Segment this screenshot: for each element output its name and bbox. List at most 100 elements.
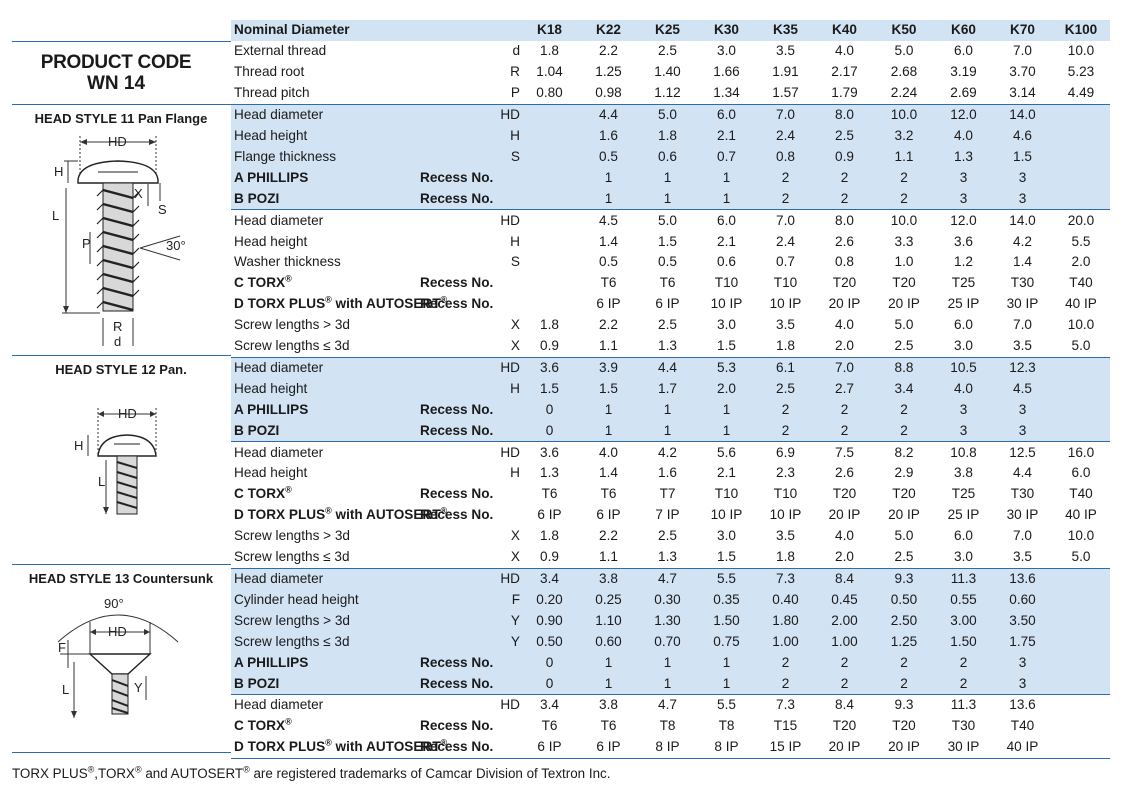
cell-k60: 6.0 bbox=[954, 43, 973, 59]
registered-mark: ® bbox=[243, 764, 250, 775]
cell-k18: 3.6 bbox=[520, 441, 579, 464]
cell-k40: 2.0 bbox=[835, 338, 854, 354]
angle-30-label: 30° bbox=[166, 238, 186, 253]
cell-k40: 8.0 bbox=[815, 209, 874, 232]
cell-k50: 3.2 bbox=[874, 125, 934, 147]
cell-k50: 2 bbox=[874, 167, 934, 189]
cell-k35: 2.5 bbox=[756, 378, 815, 400]
row-symbol: R bbox=[510, 64, 520, 80]
h-label-12: H bbox=[74, 438, 83, 453]
cell-k18: 1.8 bbox=[540, 43, 559, 59]
divider-hs13 bbox=[12, 564, 231, 565]
cell-k50: 2 bbox=[874, 188, 934, 210]
row-name: Head height bbox=[234, 127, 308, 143]
row-label: Screw lengths > 3d bbox=[231, 610, 487, 632]
cell-k100: 10.0 bbox=[1067, 317, 1095, 333]
cell-k40: 2 bbox=[815, 673, 874, 695]
row-name: Head height bbox=[234, 233, 308, 249]
cell-k70: 4.5 bbox=[993, 378, 1052, 400]
cell-k50: T20 bbox=[892, 718, 916, 734]
cell-k50: 1.25 bbox=[874, 631, 934, 653]
cell-k30: 1 bbox=[697, 673, 756, 695]
row-name: Thread pitch bbox=[234, 85, 310, 101]
r-label: R bbox=[113, 319, 122, 334]
x-label: X bbox=[134, 186, 143, 201]
cell-k50: 2.5 bbox=[894, 338, 914, 354]
registered-mark: ® bbox=[134, 764, 142, 775]
column-header-k40: K40 bbox=[815, 20, 874, 41]
cell-k100: 6.0 bbox=[1071, 465, 1091, 481]
row-name: Head diameter bbox=[234, 697, 324, 713]
cell-k18: 6 IP bbox=[520, 736, 579, 759]
cell-k22: 4.4 bbox=[579, 103, 638, 126]
cell-k50: 0.50 bbox=[874, 589, 934, 611]
cell-k40: 0.9 bbox=[815, 146, 874, 168]
cell-k40: 7.0 bbox=[815, 356, 874, 379]
table-row: Screw lengths ≤ 3d Y 0.50 0.60 0.70 0.75 1.00 1… bbox=[231, 631, 1110, 653]
cell-k30: 3.0 bbox=[717, 528, 736, 544]
threaded-shank-12 bbox=[116, 455, 138, 515]
threaded-shank-13 bbox=[111, 673, 129, 715]
row-name: A PHILLIPS bbox=[234, 654, 309, 670]
cell-k35: 2 bbox=[756, 652, 815, 674]
table-row: Head diameter HD 3.6 4.0 4.2 5.6 6.9 7.5 8.2 10.8… bbox=[231, 441, 1110, 464]
cell-k22: 1.4 bbox=[599, 465, 618, 481]
cell-k70: 0.60 bbox=[993, 589, 1052, 611]
cell-k50: 8.2 bbox=[874, 441, 934, 464]
cell-k35: 3.5 bbox=[776, 43, 795, 59]
footnote-torx: ,TORX bbox=[94, 766, 135, 781]
cell-k60: 3.8 bbox=[954, 465, 973, 481]
cell-k70: 3.14 bbox=[1009, 85, 1036, 101]
row-label: A PHILLIPS bbox=[231, 167, 417, 189]
row-label: C TORX® bbox=[231, 484, 417, 505]
row-symbol: HD bbox=[487, 209, 520, 232]
cell-k18 bbox=[520, 146, 579, 168]
cell-k50: 3.4 bbox=[874, 378, 934, 400]
cell-k35: 10 IP bbox=[769, 296, 802, 312]
cell-k50: 2 bbox=[874, 673, 934, 695]
cell-k25: T8 bbox=[659, 718, 676, 734]
row-symbol: HD bbox=[487, 103, 520, 126]
row-name: Thread root bbox=[234, 64, 305, 80]
cell-k35: 2.3 bbox=[776, 465, 795, 481]
table-row: D TORX PLUS® with AUTOSERT® Recess No. 6 I… bbox=[231, 736, 1110, 759]
cell-k50: 3.3 bbox=[894, 233, 914, 249]
cell-k35: 0.8 bbox=[756, 146, 815, 168]
cell-k40: 2 bbox=[815, 399, 874, 421]
table-row: C TORX® Recess No. T6 T6 T10 T10 T20 T20 T25 T30 T… bbox=[231, 273, 1110, 294]
row-name-suffix: with AUTOSERT bbox=[331, 739, 441, 755]
cell-k100 bbox=[1052, 716, 1110, 737]
cell-k60: T25 bbox=[951, 275, 976, 291]
cell-k60: 6.0 bbox=[954, 317, 973, 333]
row-symbol: H bbox=[510, 465, 520, 481]
cell-k22: T6 bbox=[600, 275, 617, 291]
cell-k60: 3.0 bbox=[954, 338, 973, 354]
cell-k100: 5.0 bbox=[1071, 338, 1091, 354]
cell-k18: 3.4 bbox=[520, 693, 579, 716]
table-row: C TORX® Recess No. T6 T6 T8 T8 T15 T20 T20 T30 T40 bbox=[231, 716, 1110, 737]
cell-k18: 0 bbox=[520, 420, 579, 442]
cell-k70: 3.5 bbox=[1013, 549, 1032, 565]
table-row: Thread pitch P 0.80 0.98 1.12 1.34 1.57 1.79 2.2… bbox=[231, 83, 1110, 104]
cell-k60: 11.3 bbox=[934, 693, 993, 716]
row-label: B POZI bbox=[231, 673, 417, 695]
row-symbol: Recess No. bbox=[417, 420, 520, 442]
cell-k18 bbox=[520, 125, 579, 147]
cell-k60: 3.00 bbox=[934, 610, 993, 632]
row-label: Head height bbox=[231, 378, 487, 400]
y-label: Y bbox=[134, 680, 143, 695]
cell-k22: 4.5 bbox=[579, 209, 638, 232]
table-row: C TORX® Recess No. T6 T6 T7 T10 T10 T20 T20 T25 T3… bbox=[231, 484, 1110, 505]
column-header-k30: K30 bbox=[697, 20, 756, 41]
cell-k70: 3 bbox=[993, 652, 1052, 674]
row-name: C TORX bbox=[234, 486, 286, 502]
cell-k60: 1.50 bbox=[934, 631, 993, 653]
row-symbol: Recess No. bbox=[417, 736, 520, 759]
cell-k100 bbox=[1052, 610, 1110, 632]
row-name: Screw lengths ≤ 3d bbox=[234, 549, 350, 565]
cell-k50: 20 IP bbox=[888, 296, 920, 312]
cell-k60: 3.6 bbox=[954, 233, 973, 249]
cell-k60: T25 bbox=[951, 486, 976, 502]
table-row: A PHILLIPS Recess No. 1 1 1 2 2 2 3 3 bbox=[231, 167, 1110, 189]
